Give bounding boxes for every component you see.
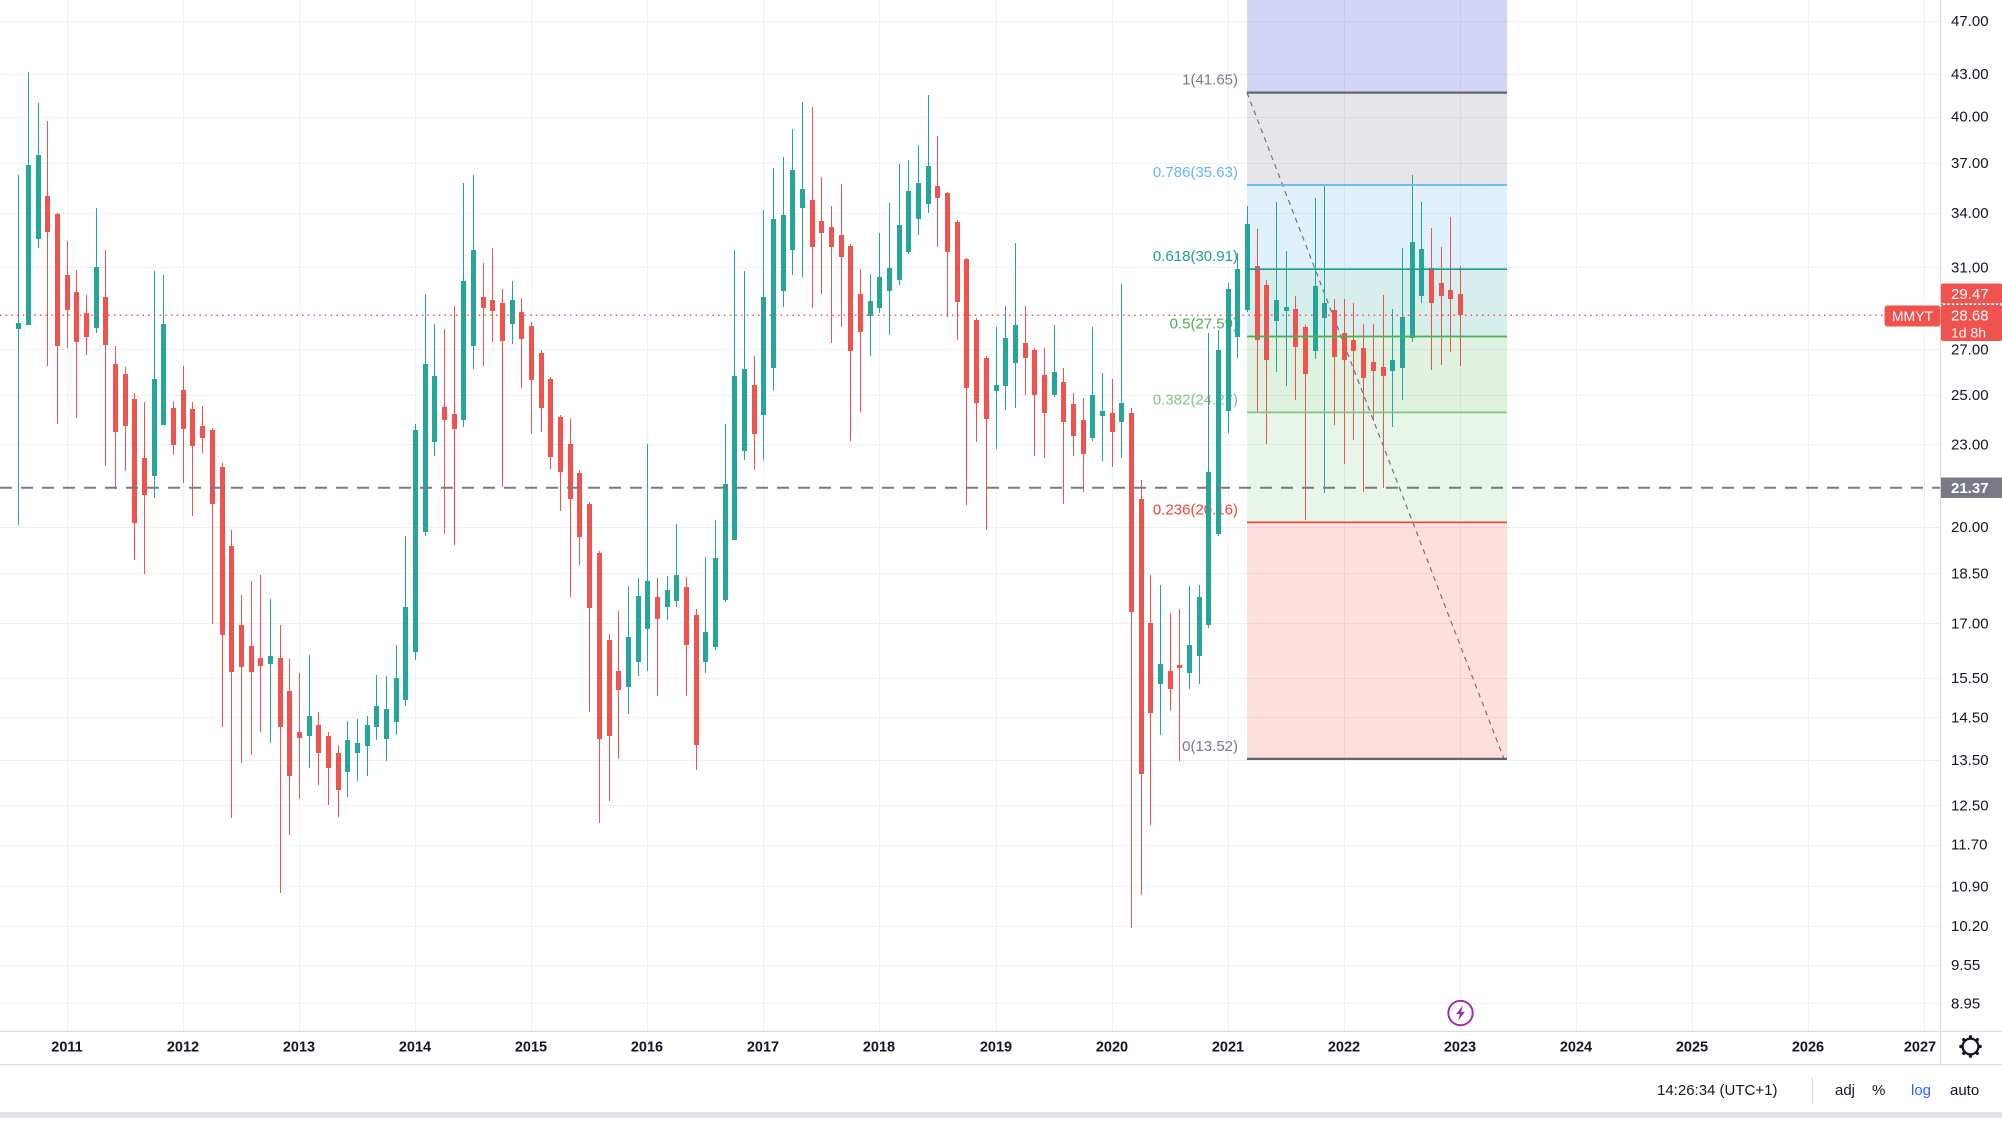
- svg-text:15.50: 15.50: [1951, 670, 1989, 687]
- svg-text:2014: 2014: [399, 1040, 431, 1056]
- svg-text:auto: auto: [1950, 1082, 1979, 1099]
- svg-text:%: %: [1872, 1082, 1885, 1099]
- svg-text:8.95: 8.95: [1951, 995, 1980, 1012]
- svg-text:0.236(20.16): 0.236(20.16): [1153, 501, 1238, 518]
- svg-text:2016: 2016: [631, 1040, 663, 1056]
- svg-text:2020: 2020: [1096, 1040, 1128, 1056]
- svg-text:34.00: 34.00: [1951, 205, 1989, 222]
- svg-text:28.68: 28.68: [1951, 308, 1989, 325]
- svg-text:2018: 2018: [863, 1040, 895, 1056]
- svg-text:adj: adj: [1835, 1082, 1855, 1099]
- svg-text:0.5(27.59): 0.5(27.59): [1170, 316, 1238, 333]
- svg-text:2026: 2026: [1792, 1040, 1824, 1056]
- svg-text:18.50: 18.50: [1951, 565, 1989, 582]
- svg-text:11.70: 11.70: [1951, 837, 1987, 854]
- svg-text:21.37: 21.37: [1951, 480, 1989, 497]
- svg-text:log: log: [1911, 1082, 1931, 1099]
- svg-text:2011: 2011: [51, 1040, 82, 1056]
- svg-text:2012: 2012: [167, 1040, 199, 1056]
- svg-text:17.00: 17.00: [1951, 616, 1989, 633]
- svg-text:40.00: 40.00: [1951, 109, 1989, 126]
- svg-text:2019: 2019: [980, 1040, 1012, 1056]
- svg-text:9.55: 9.55: [1951, 957, 1980, 974]
- svg-text:31.00: 31.00: [1951, 260, 1989, 277]
- svg-text:2022: 2022: [1328, 1040, 1360, 1056]
- svg-text:10.20: 10.20: [1951, 918, 1989, 935]
- svg-text:20.00: 20.00: [1951, 519, 1989, 536]
- svg-text:14.50: 14.50: [1951, 710, 1989, 727]
- svg-text:37.00: 37.00: [1951, 155, 1989, 172]
- svg-text:13.50: 13.50: [1951, 752, 1989, 769]
- svg-text:2027: 2027: [1904, 1040, 1936, 1056]
- svg-text:1(41.65): 1(41.65): [1182, 72, 1238, 89]
- svg-text:0.382(24.27): 0.382(24.27): [1153, 391, 1238, 408]
- svg-text:2015: 2015: [515, 1040, 547, 1056]
- svg-text:0.618(30.91): 0.618(30.91): [1153, 248, 1238, 265]
- svg-text:2023: 2023: [1444, 1040, 1476, 1056]
- svg-text:2013: 2013: [283, 1040, 315, 1056]
- svg-text:23.00: 23.00: [1951, 436, 1989, 453]
- svg-text:10.90: 10.90: [1951, 879, 1989, 896]
- svg-text:0(13.52): 0(13.52): [1182, 738, 1238, 755]
- svg-text:25.00: 25.00: [1951, 387, 1989, 404]
- svg-text:47.00: 47.00: [1951, 13, 1989, 30]
- svg-text:27.00: 27.00: [1951, 342, 1989, 359]
- svg-text:2025: 2025: [1676, 1040, 1708, 1056]
- svg-text:0.786(35.63): 0.786(35.63): [1153, 164, 1238, 181]
- svg-text:1d 8h: 1d 8h: [1951, 325, 1986, 341]
- svg-text:12.50: 12.50: [1951, 798, 1989, 815]
- svg-text:14:26:34 (UTC+1): 14:26:34 (UTC+1): [1657, 1082, 1777, 1099]
- svg-text:2021: 2021: [1212, 1040, 1244, 1056]
- svg-text:43.00: 43.00: [1951, 66, 1989, 83]
- svg-text:2024: 2024: [1560, 1040, 1592, 1056]
- svg-text:29.47: 29.47: [1951, 286, 1989, 303]
- svg-text:MMYT: MMYT: [1892, 308, 1934, 324]
- svg-text:2017: 2017: [747, 1040, 779, 1056]
